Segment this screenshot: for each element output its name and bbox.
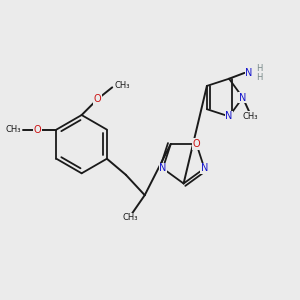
Text: CH₃: CH₃ [115,81,130,90]
Text: CH₃: CH₃ [242,112,258,121]
Text: CH₃: CH₃ [5,125,21,134]
Text: O: O [193,139,200,149]
Text: CH₃: CH₃ [122,213,138,222]
Text: H: H [256,64,262,73]
Text: O: O [94,94,101,104]
Text: N: N [245,68,253,78]
Text: H: H [256,73,262,82]
Text: N: N [201,164,208,173]
Text: N: N [159,164,166,173]
Text: O: O [34,124,41,135]
Text: N: N [225,111,233,122]
Text: N: N [239,93,246,103]
